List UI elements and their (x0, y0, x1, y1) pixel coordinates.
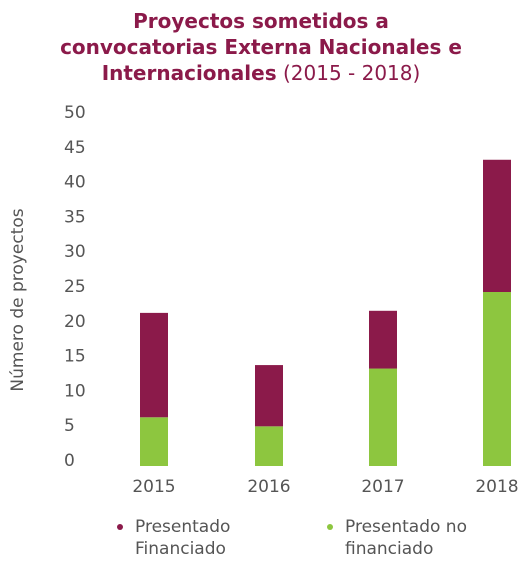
legend-label: Presentado no financiado (345, 517, 467, 559)
y-tick-label: 25 (64, 277, 86, 297)
bar-segment (483, 292, 511, 466)
y-tick-label: 15 (64, 347, 86, 367)
y-tick-label: 0 (64, 451, 75, 471)
bar-segment (483, 159, 511, 292)
bar-segment (369, 368, 397, 466)
y-tick-label: 50 (64, 103, 86, 123)
y-axis-label: Número de proyectos (8, 208, 28, 391)
x-tick-label: 2015 (132, 477, 175, 497)
legend-marker (327, 524, 333, 530)
plot: Número de proyectos 0 5 10 15 20 25 30 35 40 45 50… (8, 103, 519, 497)
y-tick-label: 45 (64, 138, 86, 158)
bar-segment (255, 365, 283, 427)
y-tick-label: 20 (64, 312, 86, 332)
chart-title: Proyectos sometidos a convocatorias Exte… (51, 8, 471, 86)
x-tick-label: 2016 (247, 477, 290, 497)
y-tick-label: 10 (64, 381, 86, 401)
y-tick-label: 30 (64, 242, 86, 262)
y-tick-label: 35 (64, 207, 86, 227)
y-tick-label: 40 (64, 173, 86, 193)
legend-item: Presentado no financiado (327, 516, 505, 560)
bar-segment (255, 426, 283, 466)
x-tick-label: 2017 (361, 477, 404, 497)
bar-segment (140, 312, 168, 418)
legend-marker (117, 524, 123, 530)
bar-segment (369, 310, 397, 369)
title: Proyectos sometidos a convocatorias Exte… (60, 9, 462, 85)
y-tick-label: 5 (64, 416, 75, 436)
x-tick-label: 2018 (475, 477, 518, 497)
legend-label: Presentado Financiado (135, 517, 231, 559)
legend-item: Presentado Financiado (117, 516, 265, 560)
subtitle: (2015 - 2018) (282, 61, 421, 85)
bar-segment (140, 417, 168, 466)
